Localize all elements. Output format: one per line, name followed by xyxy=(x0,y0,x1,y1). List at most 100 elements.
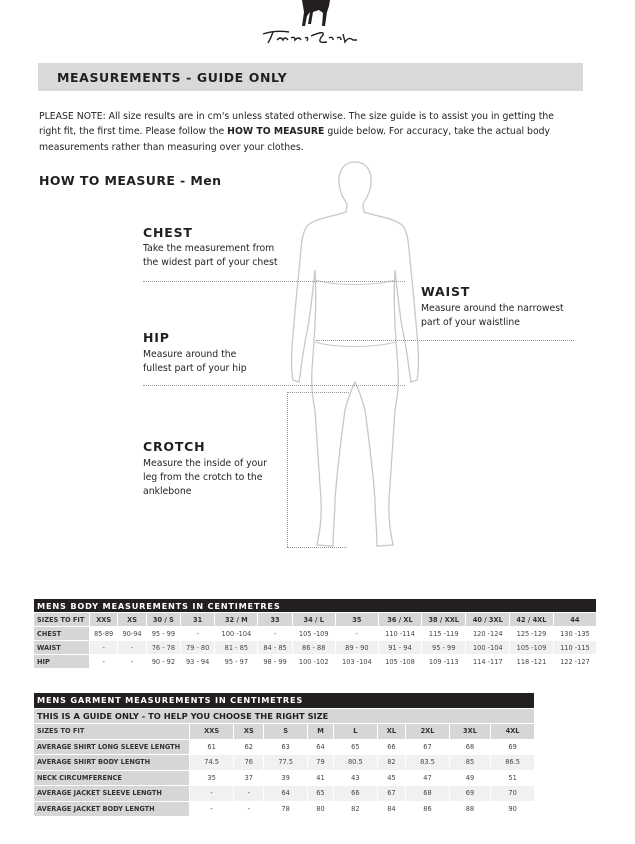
table-cell: - xyxy=(180,626,216,641)
table-cell: 93 - 94 xyxy=(180,654,216,669)
table-cell: 86 - 88 xyxy=(291,640,336,655)
table-cell: 84 xyxy=(376,800,407,817)
crotch-description-line: anklebone xyxy=(143,485,192,497)
table-cell: 70 xyxy=(490,785,535,802)
horse-logo-icon xyxy=(262,0,357,44)
note-prefix: PLEASE NOTE: All size results are in cm'… xyxy=(39,111,554,138)
table-cell: 41 xyxy=(306,769,335,786)
chest-description: Take the measurement from the widest par… xyxy=(143,242,277,270)
table-cell: 105 -109 xyxy=(509,640,554,655)
table-cell: M xyxy=(306,723,335,740)
table-cell: 35 xyxy=(188,769,235,786)
table-cell: 82 xyxy=(376,754,407,771)
row-header-cell: AVERAGE JACKET SLEEVE LENGTH xyxy=(33,785,190,802)
table-cell: 3XL xyxy=(448,723,492,740)
table-cell: 63 xyxy=(263,738,308,755)
hip-description-line: fullest part of your hip xyxy=(143,362,247,374)
table-cell: 115 -119 xyxy=(421,626,467,641)
table-cell: 86 xyxy=(405,800,450,817)
table-header-row: SIZES TO FIT XXS XS S M L XL 2XL 3XL 4XL xyxy=(33,723,535,740)
table-row: AVERAGE SHIRT LONG SLEEVE LENGTH 61 62 63 64… xyxy=(33,738,535,755)
table-row: CHEST 85-89 90-94 95 - 99-100 -104-105 -109… xyxy=(33,626,598,641)
table-cell: 49 xyxy=(448,769,492,786)
crotch-measure-line xyxy=(287,547,347,548)
row-header-cell: NECK CIRCUMFERENCE xyxy=(33,769,190,786)
note-suffix: guide below. For accuracy, take the actu… xyxy=(39,126,551,153)
table-cell: 37 xyxy=(233,769,265,786)
table-cell: 47 xyxy=(405,769,450,786)
table-cell: 44 xyxy=(552,612,598,627)
table-cell: 77.5 xyxy=(263,754,308,771)
table-cell: 90-94 xyxy=(117,626,147,641)
note-text: PLEASE NOTE: All size results are in cm'… xyxy=(39,109,559,155)
table-cell: 88 xyxy=(448,800,492,817)
table-cell: 125 -129 xyxy=(509,626,554,641)
hip-description: Measure around the fullest part of your … xyxy=(143,348,247,376)
how-to-title: HOW TO MEASURE - Men xyxy=(39,173,222,188)
table-cell: 122 -127 xyxy=(552,654,598,669)
table-cell: 91 - 94 xyxy=(377,640,423,655)
table-cell: 82 xyxy=(333,800,378,817)
body-measurements-table: MENS BODY MEASUREMENTS IN CENTIMETRES SI… xyxy=(33,598,598,669)
table-cell: 32 / M xyxy=(214,612,259,627)
waist-description: Measure around the narrowest part of you… xyxy=(421,302,564,330)
waist-description-line: Measure around the narrowest xyxy=(421,303,564,314)
chest-description-line: the widest part of your chest xyxy=(143,256,278,268)
table-cell: 68 xyxy=(448,738,492,755)
table-cell: 65 xyxy=(333,738,378,755)
table-cell: 80 xyxy=(306,800,335,817)
row-header-cell: SIZES TO FIT xyxy=(33,723,190,740)
table-cell: 90 xyxy=(490,800,535,817)
table-cell: 74.5 xyxy=(188,754,235,771)
table-cell: 45 xyxy=(376,769,407,786)
table-cell: 35 xyxy=(334,612,379,627)
table-cell: 110 -115 xyxy=(552,640,598,655)
table-cell: 79 xyxy=(306,754,335,771)
table-cell: 36 / XL xyxy=(377,612,423,627)
table-row: AVERAGE JACKET SLEEVE LENGTH - -64 65 66 67 68… xyxy=(33,785,535,802)
table-subtitle: THIS IS A GUIDE ONLY - TO HELP YOU CHOOS… xyxy=(33,707,535,724)
row-header-cell: WAIST xyxy=(33,640,90,655)
table-cell: L xyxy=(333,723,378,740)
table-cell: 110 -114 xyxy=(377,626,423,641)
table-cell: 105 -109 xyxy=(291,626,336,641)
table-cell: 67 xyxy=(405,738,450,755)
table-cell: 66 xyxy=(376,738,407,755)
table-cell: 109 -113 xyxy=(421,654,467,669)
table-cell: 64 xyxy=(263,785,308,802)
table-cell: 4XL xyxy=(490,723,535,740)
table-cell: 79 - 80 xyxy=(180,640,216,655)
table-cell: - xyxy=(117,654,147,669)
row-header-cell: AVERAGE JACKET BODY LENGTH xyxy=(33,800,190,817)
table-cell: 76 xyxy=(233,754,265,771)
row-header-cell: AVERAGE SHIRT BODY LENGTH xyxy=(33,754,190,771)
table-cell: 78 xyxy=(263,800,308,817)
hip-measure-line xyxy=(143,385,405,386)
table-cell: 100 -102 xyxy=(291,654,336,669)
table-cell: 100 -104 xyxy=(465,640,511,655)
crotch-measure-line xyxy=(287,392,349,393)
table-cell: 81 - 85 xyxy=(214,640,259,655)
table-cell: 42 / 4XL xyxy=(509,612,554,627)
table-cell: 40 / 3XL xyxy=(465,612,511,627)
table-cell: XXS xyxy=(188,723,235,740)
table-cell: 30 / S xyxy=(145,612,182,627)
table-cell: 85-89 xyxy=(88,626,119,641)
table-cell: 105 -108 xyxy=(377,654,423,669)
table-cell: XL xyxy=(376,723,407,740)
table-cell: S xyxy=(263,723,308,740)
table-cell: 86.5 xyxy=(490,754,535,771)
row-header-cell: SIZES TO FIT xyxy=(33,612,90,627)
hip-label: HIP xyxy=(143,330,170,345)
table-cell: XS xyxy=(233,723,265,740)
waist-description-line: part of your waistline xyxy=(421,316,520,328)
table-cell: - xyxy=(188,800,235,817)
table-cell: 38 / XXL xyxy=(421,612,467,627)
table-cell: 51 xyxy=(490,769,535,786)
table-cell: 90 - 92 xyxy=(145,654,182,669)
table-cell: 61 xyxy=(188,738,235,755)
table-cell: 76 - 78 xyxy=(145,640,182,655)
table-row: AVERAGE SHIRT BODY LENGTH 74.5 76 77.5 79 80.… xyxy=(33,754,535,771)
chest-description-line: Take the measurement from xyxy=(143,243,275,254)
